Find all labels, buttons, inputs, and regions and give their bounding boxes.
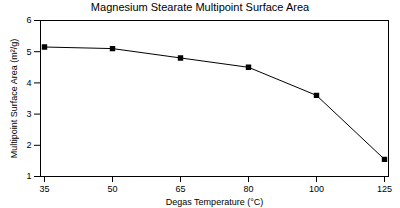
svg-text:4: 4 [26, 78, 31, 88]
svg-text:Degas Temperature (°C): Degas Temperature (°C) [166, 197, 263, 207]
html-text:Magnesium Stearate Multipoint: Magnesium Stearate Multipoint Surface Ar… [90, 1, 310, 13]
svg-text:6: 6 [26, 15, 31, 25]
svg-text:1: 1 [26, 171, 31, 181]
svg-text:3: 3 [26, 109, 31, 119]
svg-text:80: 80 [243, 184, 253, 194]
svg-text:5: 5 [26, 47, 31, 57]
svg-text:125: 125 [377, 184, 392, 194]
svg-text:Multipoint Surface Area (m²/g): Multipoint Surface Area (m²/g) [9, 39, 19, 159]
svg-text:50: 50 [107, 184, 117, 194]
svg-text:35: 35 [39, 184, 49, 194]
svg-text:65: 65 [175, 184, 185, 194]
svg-text:2: 2 [26, 140, 31, 150]
svg-text:100: 100 [309, 184, 324, 194]
